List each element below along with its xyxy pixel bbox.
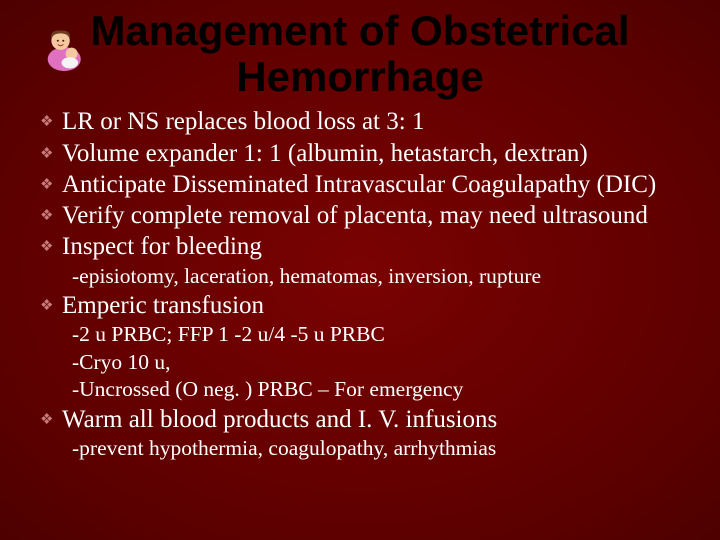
diamond-bullet-icon: ❖	[40, 106, 62, 132]
diamond-bullet-icon: ❖	[40, 404, 62, 430]
bullet-text: Volume expander 1: 1 (albumin, hetastarc…	[62, 138, 686, 169]
bullet-item: ❖Emperic transfusion	[40, 290, 686, 321]
sub-bullet-text: -episiotomy, laceration, hematomas, inve…	[40, 263, 686, 291]
bullet-text: Verify complete removal of placenta, may…	[62, 200, 686, 231]
sub-bullet-text: -prevent hypothermia, coagulopathy, arrh…	[40, 435, 686, 463]
diamond-bullet-icon: ❖	[40, 290, 62, 316]
diamond-bullet-icon: ❖	[40, 169, 62, 195]
bullet-item: ❖Verify complete removal of placenta, ma…	[40, 200, 686, 231]
bullet-text: Emperic transfusion	[62, 290, 686, 321]
bullet-text: Anticipate Disseminated Intravascular Co…	[62, 169, 686, 200]
slide-body: ❖LR or NS replaces blood loss at 3: 1❖Vo…	[30, 106, 690, 462]
bullet-text: Warm all blood products and I. V. infusi…	[62, 404, 686, 435]
diamond-bullet-icon: ❖	[40, 200, 62, 226]
mother-baby-icon	[44, 26, 90, 72]
bullet-item: ❖Inspect for bleeding	[40, 231, 686, 262]
sub-bullet-text: -Cryo 10 u,	[40, 349, 686, 377]
sub-bullet-text: -2 u PRBC; FFP 1 -2 u/4 -5 u PRBC	[40, 321, 686, 349]
bullet-item: ❖Anticipate Disseminated Intravascular C…	[40, 169, 686, 200]
diamond-bullet-icon: ❖	[40, 231, 62, 257]
diamond-bullet-icon: ❖	[40, 138, 62, 164]
title-area: Management of Obstetrical Hemorrhage	[30, 8, 690, 100]
bullet-text: Inspect for bleeding	[62, 231, 686, 262]
bullet-item: ❖Volume expander 1: 1 (albumin, hetastar…	[40, 138, 686, 169]
slide-title: Management of Obstetrical Hemorrhage	[30, 8, 690, 100]
bullet-item: ❖Warm all blood products and I. V. infus…	[40, 404, 686, 435]
slide: Management of Obstetrical Hemorrhage ❖LR…	[0, 0, 720, 540]
bullet-item: ❖LR or NS replaces blood loss at 3: 1	[40, 106, 686, 137]
bullet-text: LR or NS replaces blood loss at 3: 1	[62, 106, 686, 137]
sub-bullet-text: -Uncrossed (O neg. ) PRBC – For emergenc…	[40, 376, 686, 404]
